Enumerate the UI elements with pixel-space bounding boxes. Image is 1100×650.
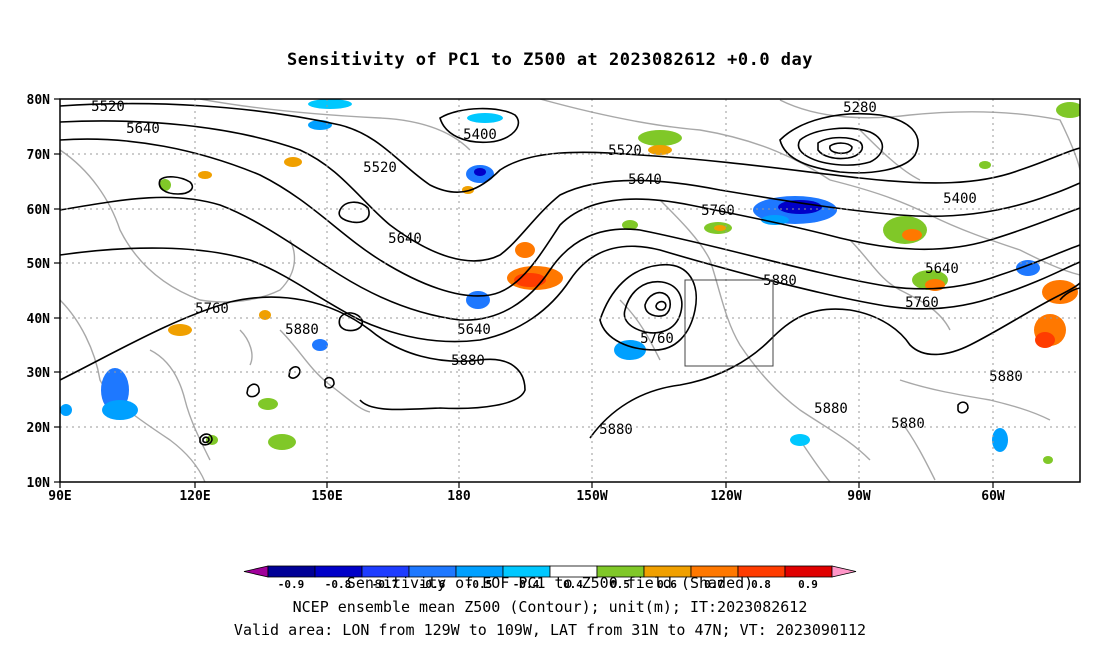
colorbar-tick-label: -0.6 <box>419 578 446 591</box>
colorbar-end-low <box>243 565 269 578</box>
contour-label: 5520 <box>608 143 642 159</box>
contour-label: 5880 <box>989 369 1023 385</box>
lat-label: 10N <box>27 476 51 491</box>
plot-frame <box>59 98 1081 483</box>
lat-label: 30N <box>27 366 51 381</box>
lat-label: 20N <box>27 421 51 436</box>
contour-label: 5520 <box>91 99 125 115</box>
contour-label: 5640 <box>457 322 491 338</box>
valid-area-box <box>684 279 774 367</box>
lon-labels: 90E 120E 150E 180 150W 120W 90W 60W <box>48 489 1005 504</box>
colorbar-tick-label: -0.8 <box>325 578 352 591</box>
contour-label: 5880 <box>451 353 485 369</box>
colorbar-title: Sensitivity of EOF PC1 to Z500 field (Sh… <box>347 574 753 592</box>
colorbar-tick-label: 0.4 <box>563 578 583 591</box>
colorbar-tick-label: -0.9 <box>278 578 305 591</box>
colorbar-tick-label: 0.8 <box>751 578 771 591</box>
colorbar-tick-label: -0.7 <box>372 578 399 591</box>
axis-ticks <box>54 98 994 488</box>
contour-labels: 5520 5640 5400 5520 5520 5640 5760 5280 … <box>91 99 1023 438</box>
colorbar-end-high <box>831 565 857 578</box>
lon-label: 90E <box>48 489 71 504</box>
coastlines <box>60 99 1080 482</box>
lon-label: 150E <box>311 489 342 504</box>
contour-label: 5880 <box>891 416 925 432</box>
contour-label: 5400 <box>463 127 497 143</box>
lat-label: 70N <box>27 148 51 163</box>
contour-label: 5640 <box>925 261 959 277</box>
shaded-sensitivity <box>60 99 1080 464</box>
grid-lines <box>60 99 1080 482</box>
contour-label: 5880 <box>285 322 319 338</box>
lon-label: 120W <box>710 489 741 504</box>
contour-label: 5880 <box>763 273 797 289</box>
colorbar-tick-label: 0.6 <box>657 578 677 591</box>
contour-label: 5400 <box>943 191 977 207</box>
contour-label: 5880 <box>599 422 633 438</box>
contour-label: 5760 <box>195 301 229 317</box>
contour-label: 5760 <box>640 331 674 347</box>
colorbar-box <box>267 565 316 578</box>
contour-label: 5640 <box>628 172 662 188</box>
lat-label: 60N <box>27 203 51 218</box>
lat-labels: 80N 70N 60N 50N 40N 30N 20N 10N <box>27 93 51 491</box>
colorbar-tick-label: 0.5 <box>610 578 630 591</box>
chart-title: Sensitivity of PC1 to Z500 at 2023082612… <box>286 50 813 70</box>
lon-label: 180 <box>447 489 471 504</box>
colorbar-tick-label: 0.7 <box>704 578 724 591</box>
colorbar-tick-label: 0.9 <box>798 578 818 591</box>
colorbar-tick-label: -0.4 <box>513 578 540 591</box>
contour-label: 5760 <box>905 295 939 311</box>
contour-label: 5640 <box>388 231 422 247</box>
colorbar-tick-label: -0.5 <box>466 578 493 591</box>
colorbar-boxes <box>243 565 857 578</box>
contour-label: 5280 <box>843 100 877 116</box>
colorbar-box <box>784 565 833 578</box>
colorbar: -0.9 -0.8 -0.7 -0.6 -0.5 -0.4 0.4 0.5 0.… <box>243 565 857 592</box>
colorbar-labels: -0.9 -0.8 -0.7 -0.6 -0.5 -0.4 0.4 0.5 0.… <box>278 578 818 591</box>
footer-contour-info: NCEP ensemble mean Z500 (Contour); unit(… <box>292 598 808 616</box>
contour-label: 5760 <box>701 203 735 219</box>
lon-label: 150W <box>576 489 607 504</box>
lon-label: 120E <box>179 489 210 504</box>
contour-label: 5640 <box>126 121 160 137</box>
contour-label: 5520 <box>363 160 397 176</box>
lat-label: 50N <box>27 257 51 272</box>
lat-label: 80N <box>27 93 51 108</box>
lon-label: 90W <box>847 489 871 504</box>
lat-label: 40N <box>27 312 51 327</box>
contour-label: 5880 <box>814 401 848 417</box>
lon-label: 60W <box>981 489 1005 504</box>
footer-valid-area: Valid area: LON from 129W to 109W, LAT f… <box>233 621 867 639</box>
